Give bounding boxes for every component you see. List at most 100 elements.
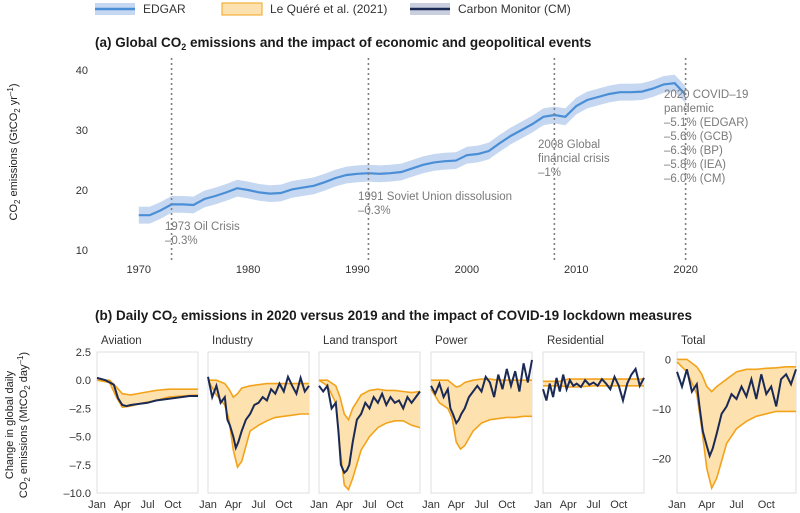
- panel-b-cm-line-aviation: [96, 376, 198, 408]
- panel-a-ytick-20: 20: [76, 185, 88, 197]
- panel-b-frame-total: [676, 351, 797, 494]
- panel-a-ylabel-pre: CO: [8, 204, 20, 221]
- panel-b-y-axis-label-line1: Change in global daily: [4, 370, 16, 479]
- panel-b-ylabel-sub2: 2: [23, 385, 32, 390]
- panel-a-xtick-2000: 2000: [455, 264, 479, 276]
- panel-b-title-sub: 2: [172, 315, 177, 325]
- panel-a-event-label-2008-1: financial crisis: [538, 153, 610, 165]
- panel-a-ytick-40: 40: [76, 65, 88, 77]
- panel-b-xtick-residential-1: Apr: [560, 499, 577, 511]
- panel-b-subplot-title-industry: Industry: [212, 335, 253, 347]
- panel-a-edgar-uncertainty-band: [138, 74, 686, 224]
- panel-b-frame-aviation: [96, 351, 199, 494]
- legend-label-le-quere: Le Quéré et al. (2021): [270, 2, 387, 16]
- panel-a-ylabel-post: yr: [8, 96, 20, 109]
- panel-b-ytick-aviation-4: –7.5: [70, 460, 91, 472]
- panel-a-event-label-2020-4: –6.3% (BP): [664, 145, 723, 157]
- panel-a-title-pre: (a) Global CO: [95, 35, 181, 50]
- panel-a-ylabel-end: ): [8, 83, 20, 87]
- panel-b-ytick-aviation-0: 2.5: [76, 347, 91, 359]
- panel-b-y-axis-label-line2: CO2 emissions (MtCO2 day–1): [16, 352, 32, 498]
- panel-b-frame-industry: [207, 351, 310, 494]
- panel-b-lq-band-industry: [208, 380, 309, 468]
- panel-a-event-label-1991-1: –0.3%: [358, 205, 391, 217]
- panel-a-y-axis-label: CO2 emissions (GtCO2 yr–1): [6, 83, 22, 220]
- panel-a-ylabel-sub: 2: [13, 199, 22, 204]
- panel-b-xtick-industry-2: Jul: [251, 499, 265, 511]
- panel-b-xtick-power-1: Apr: [448, 499, 465, 511]
- panel-b-subplot-title-residential: Residential: [547, 335, 604, 347]
- panel-b-ylabel-sub: 2: [23, 477, 32, 482]
- panel-b-ylabel-pre: CO: [18, 481, 30, 498]
- panel-b-lq-band-aviation: [97, 380, 198, 408]
- panel-a-event-label-2020-2: –5.1% (EDGAR): [664, 117, 749, 129]
- panel-b-ytick-total-1: –10: [653, 404, 671, 416]
- panel-b-lq-band-total: [677, 359, 796, 489]
- panel-b-cm-line-residential: [542, 366, 645, 405]
- panel-a-event-label-1991-0: 1991 Soviet Union dissolusion: [358, 191, 512, 203]
- panel-b-ytick-total-2: –20: [653, 453, 671, 465]
- panel-b-subplot-title-total: Total: [681, 335, 705, 347]
- legend-label-edgar: EDGAR: [143, 2, 186, 16]
- panel-b-ytick-aviation-2: –2.5: [70, 403, 91, 415]
- panel-b-lq-upper-industry: [208, 379, 309, 399]
- legend-swatch-lq-band: [221, 2, 263, 16]
- legend-item-carbon-monitor: Carbon Monitor (CM): [410, 2, 571, 16]
- panel-b-subplot-title-power: Power: [435, 335, 468, 347]
- panel-b-xtick-land-transport-1: Apr: [336, 499, 353, 511]
- panel-b-ylabel-mid: emissions (MtCO: [18, 389, 30, 477]
- panel-b-lq-lower-power: [430, 388, 532, 451]
- legend-item-le-quere: Le Quéré et al. (2021): [221, 2, 387, 16]
- panel-b-frame-power: [430, 351, 533, 494]
- legend-item-edgar: EDGAR: [95, 2, 186, 16]
- panel-a-ylabel-mid: emissions (GtCO: [8, 112, 20, 199]
- panel-b-xtick-land-transport-0: Jan: [310, 499, 328, 511]
- panel-b-frame-residential: [542, 351, 645, 494]
- panel-a-title: (a) Global CO2 emissions and the impact …: [95, 35, 591, 52]
- panel-a-title-post: emissions and the impact of economic and…: [186, 35, 591, 50]
- panel-a-event-label-1973-1: –0.3%: [165, 235, 198, 247]
- panel-b-lq-upper-total: [677, 358, 796, 393]
- panel-a-ytick-30: 30: [76, 125, 88, 137]
- panel-a-xtick-1980: 1980: [236, 264, 260, 276]
- panel-b-lq-band-land-transport: [319, 380, 420, 490]
- panel-b-ylabel-end: ): [18, 352, 30, 356]
- panel-b-xtick-residential-2: Jul: [586, 499, 600, 511]
- panel-b-xtick-total-3: Oct: [758, 499, 775, 511]
- panel-b-xtick-total-2: Jul: [729, 499, 743, 511]
- panel-b-xtick-industry-1: Apr: [225, 499, 242, 511]
- panel-b-lq-band-power: [431, 379, 532, 449]
- panel-a-edgar-line: [138, 82, 687, 217]
- panel-a-ylabel-sup: –1: [6, 87, 15, 96]
- panel-b-title-post: emissions in 2020 versus 2019 and the im…: [177, 308, 692, 323]
- panel-a-plot: 10 20 30 40 1970 1980 1990 2000 2010 2020 1973 Oil…: [76, 58, 749, 276]
- panel-b-xtick-residential-3: Oct: [610, 499, 627, 511]
- panel-b-xtick-land-transport-3: Oct: [386, 499, 403, 511]
- panel-b-xtick-total-0: Jan: [668, 499, 686, 511]
- panel-b-subplot-title-land-transport: Land transport: [323, 335, 398, 347]
- panel-a-ylabel-sub2: 2: [13, 108, 22, 113]
- panel-a-event-label-2020-5: –5.8% (IEA): [664, 159, 726, 171]
- panel-b-cm-line-total: [676, 368, 797, 459]
- panel-b-ylabel-post: day: [18, 364, 30, 385]
- panel-b-title-pre: (b) Daily CO: [95, 308, 172, 323]
- panel-b-subplot-title-aviation: Aviation: [101, 335, 142, 347]
- panel-a-xtick-1970: 1970: [127, 264, 151, 276]
- panel-b-xtick-industry-0: Jan: [199, 499, 217, 511]
- panel-a-event-label-2020-6: –6.0% (CM): [664, 173, 726, 185]
- panel-a-xtick-2020: 2020: [673, 264, 697, 276]
- panel-b-ylabel-sup: –1: [16, 355, 25, 364]
- panel-b-xtick-industry-3: Oct: [275, 499, 292, 511]
- legend-label-carbon-monitor: Carbon Monitor (CM): [458, 2, 571, 16]
- panel-b-xtick-aviation-3: Oct: [164, 499, 181, 511]
- panel-b-cm-line-power: [430, 359, 533, 426]
- panel-b-xtick-power-2: Jul: [474, 499, 488, 511]
- panel-b-cm-line-land-transport: [318, 383, 421, 475]
- panel-b-ytick-aviation-3: –5.0: [70, 432, 91, 444]
- panel-b-ytick-aviation-5: –10.0: [63, 488, 91, 500]
- panel-a-event-label-1973-0: 1973 Oil Crisis: [165, 221, 240, 233]
- panel-b-xtick-aviation-2: Jul: [140, 499, 154, 511]
- panel-a-xtick-2010: 2010: [564, 264, 588, 276]
